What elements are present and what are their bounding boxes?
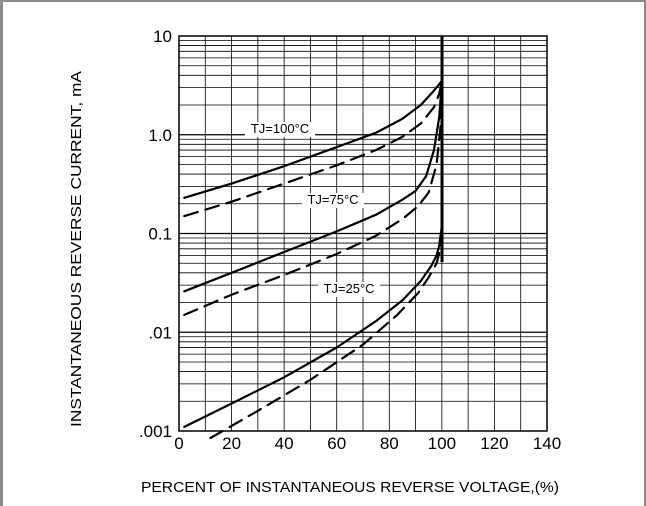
x-tick-label: 140 <box>533 434 561 453</box>
series-dashed-line <box>183 79 443 218</box>
x-tick-label: 20 <box>222 434 241 453</box>
temperature-annotation: TJ=100°C <box>251 121 309 136</box>
y-tick-label: 0.1 <box>148 225 172 244</box>
y-tick-labels: .001 .01 0.1 1.0 10 <box>139 27 172 441</box>
grid <box>179 36 547 431</box>
y-tick-label: .01 <box>148 323 172 342</box>
x-tick-label: 120 <box>480 434 508 453</box>
series-solid-line <box>183 79 443 293</box>
x-tick-label: 0 <box>174 434 183 453</box>
series-dashed-line <box>183 79 443 316</box>
annotation-background <box>245 122 315 137</box>
x-tick-label: 40 <box>275 434 294 453</box>
y-tick-label: .001 <box>139 422 172 441</box>
annotation-background <box>302 193 364 208</box>
x-tick-labels: 0 20 40 60 80 100 120 140 <box>174 434 561 453</box>
annotation-layer: TJ=100°C TJ=75°C TJ=25°C <box>245 121 380 297</box>
temperature-annotation: TJ=25°C <box>323 281 374 296</box>
y-tick-label: 10 <box>153 27 172 46</box>
series-solid-line <box>183 79 443 199</box>
temperature-annotation: TJ=75°C <box>307 192 358 207</box>
x-tick-label: 60 <box>327 434 346 453</box>
x-tick-label: 80 <box>380 434 399 453</box>
y-axis-label: INSTANTANEOUS REVERSE CURRENT, mA <box>68 71 85 427</box>
plot-border <box>178 35 548 432</box>
annotation-background <box>318 282 380 297</box>
series-dashed-line <box>209 79 443 440</box>
y-tick-label: 1.0 <box>148 126 172 145</box>
series-layer <box>183 79 443 440</box>
x-axis-label: PERCENT OF INSTANTANEOUS REVERSE VOLTAGE… <box>141 479 559 496</box>
x-tick-label: 100 <box>428 434 456 453</box>
